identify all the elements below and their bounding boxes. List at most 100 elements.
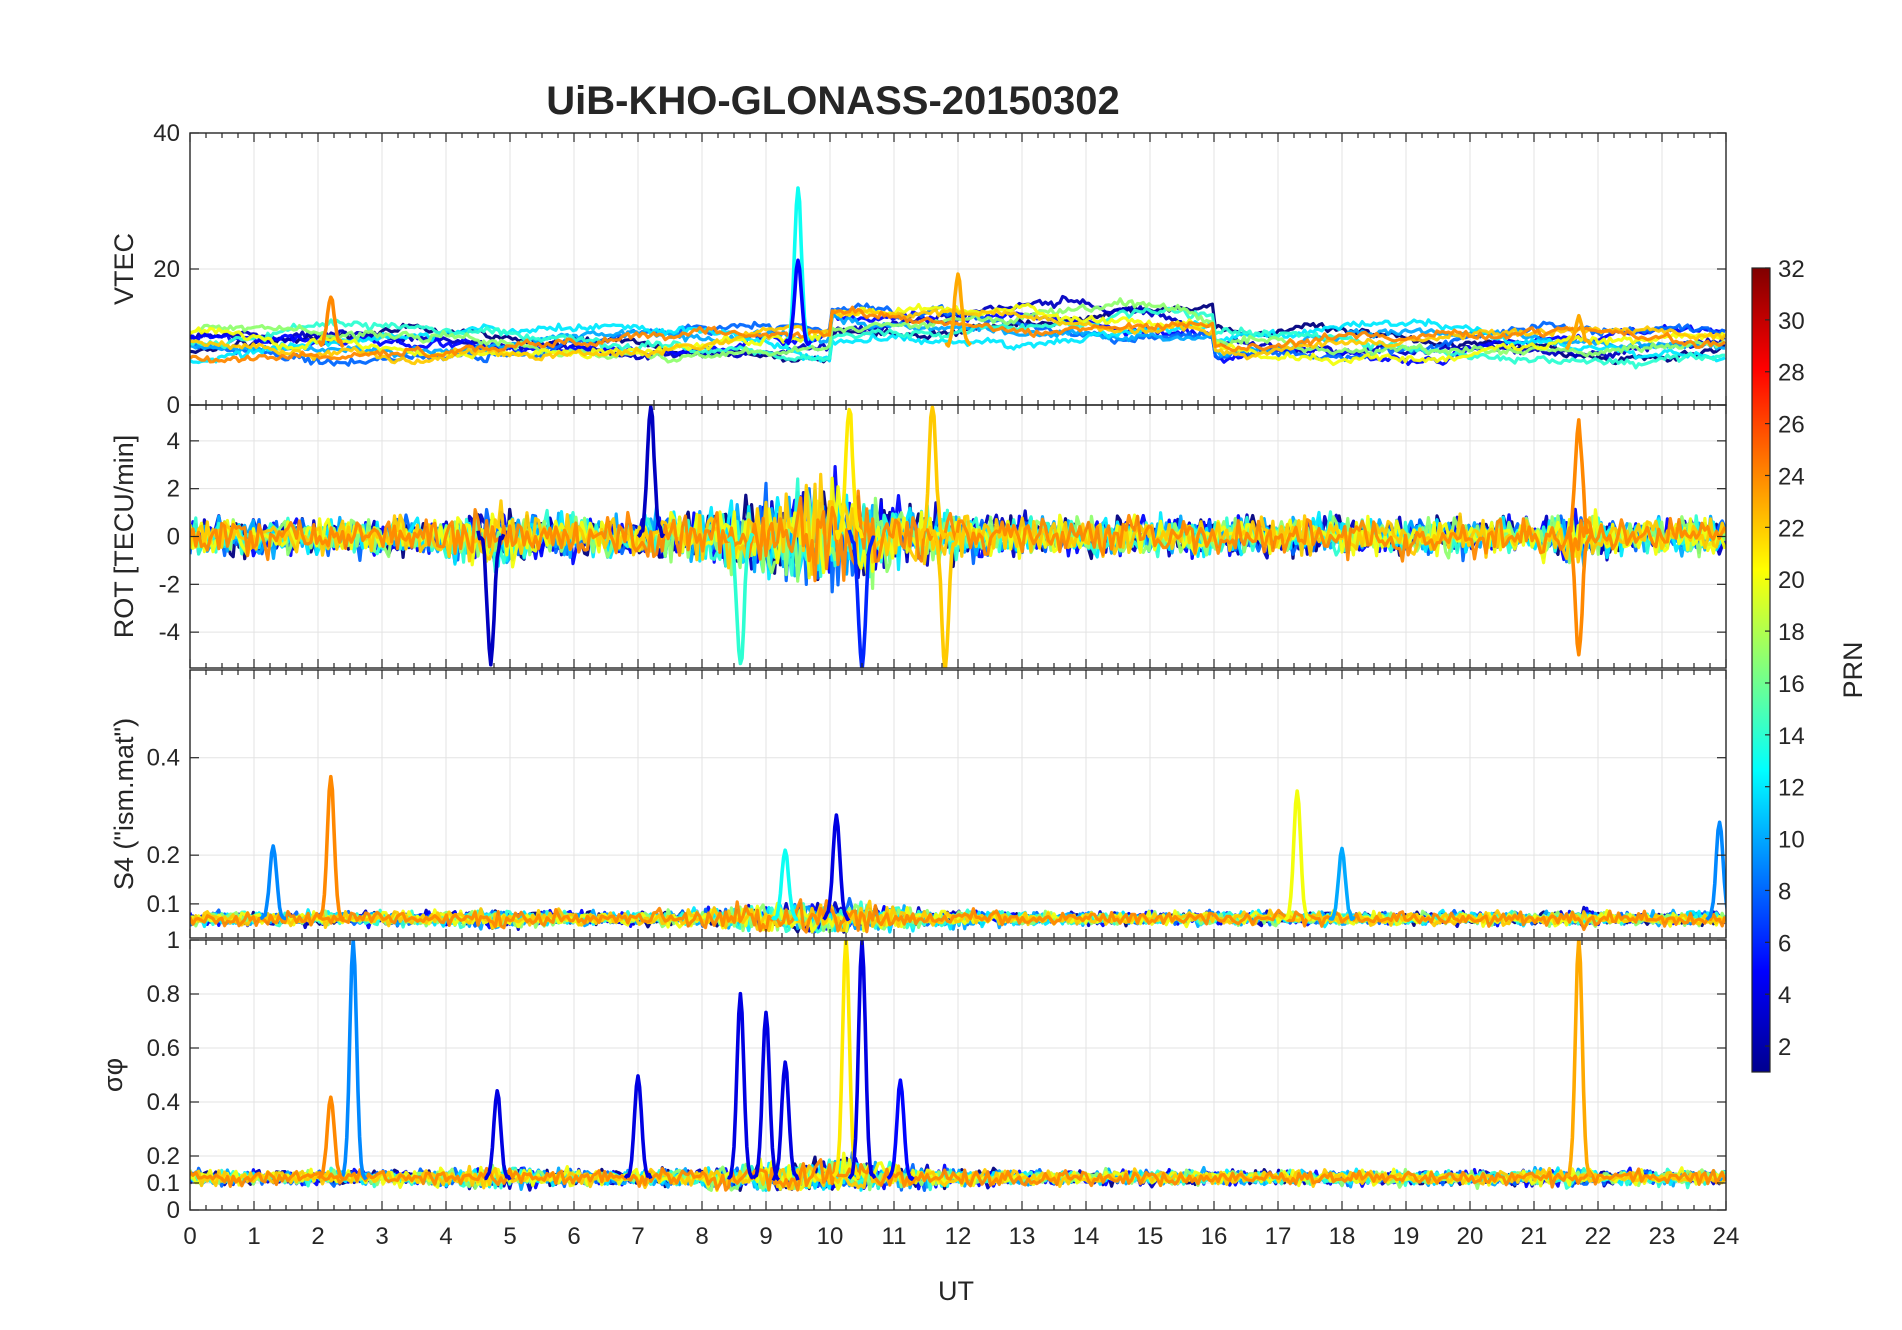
- colorbar-tick-label: 20: [1778, 567, 1805, 594]
- event-spike-sigphi-7: [886, 1078, 915, 1181]
- y-tick-label-vtec: 20: [153, 256, 180, 283]
- y-tick-label-rot: -4: [159, 619, 180, 646]
- event-spike-vtec-3: [317, 295, 345, 348]
- y-tick-label-sigphi: 0: [167, 1197, 180, 1224]
- y-tick-label-sigphi: 0.2: [147, 1143, 180, 1170]
- y-tick-label-rot: 0: [167, 524, 180, 551]
- colorbar-label: PRN: [1838, 641, 1868, 698]
- event-spike-rot-2: [917, 405, 947, 540]
- ticks-vtec: [189, 132, 1727, 406]
- x-tick-label: 1: [247, 1223, 260, 1250]
- x-axis-label: UT: [938, 1276, 974, 1306]
- series-group-vtec: [190, 186, 1726, 370]
- event-spike-rot-5: [636, 405, 666, 539]
- series-group-sigphi: [190, 940, 1726, 1193]
- event-spike-vtec-1: [783, 258, 813, 347]
- event-spike-sigphi-9: [316, 1095, 345, 1181]
- colorbar-tick-label: 12: [1778, 775, 1805, 802]
- event-spike-sigphi-5: [751, 1010, 781, 1182]
- y-tick-label-rot: 4: [167, 428, 180, 455]
- ticks-rot: [189, 405, 1727, 668]
- event-spike-s4-5: [1705, 820, 1726, 921]
- event-spike-sigphi-4: [727, 991, 755, 1180]
- event-spike-sigphi-3: [1565, 940, 1593, 1178]
- x-tick-label: 14: [1073, 1223, 1100, 1250]
- event-spike-rot-8: [476, 530, 506, 667]
- y-axis-label-sigphi: σφ: [98, 1058, 128, 1092]
- colorbar-tick-label: 32: [1778, 256, 1805, 283]
- colorbar-tick-label: 26: [1778, 412, 1805, 439]
- y-tick-label-rot: 2: [167, 476, 180, 503]
- x-tick-label: 9: [759, 1223, 772, 1250]
- y-tick-label-sigphi: 0.6: [147, 1035, 180, 1062]
- grid-s4: [189, 670, 1727, 938]
- y-tick-label-vtec: 0: [167, 392, 180, 419]
- y-axis-label-s4: S4 ("ism.mat"): [109, 718, 139, 890]
- event-spike-s4-0: [317, 774, 345, 921]
- x-tick-label: 19: [1393, 1223, 1420, 1250]
- panel-vtec: 0 20 40 VTEC: [109, 120, 1727, 419]
- colorbar-gradient: [1752, 268, 1770, 1072]
- event-spike-rot-6: [1564, 418, 1594, 540]
- x-tick-label: 20: [1457, 1223, 1484, 1250]
- event-spike-sigphi-0: [338, 940, 368, 1181]
- x-tick-label: 0: [183, 1223, 196, 1250]
- colorbar-frame: [1751, 267, 1771, 1073]
- x-tick-label: 10: [817, 1223, 844, 1250]
- colorbar-tick-label: 16: [1778, 671, 1805, 698]
- x-tick-label: 16: [1201, 1223, 1228, 1250]
- series-line-prn-24: [190, 305, 1726, 364]
- event-spike-s4-6: [770, 848, 799, 922]
- x-tick-label: 17: [1265, 1223, 1292, 1250]
- y-tick-label-sigphi: 0.4: [147, 1089, 180, 1116]
- event-spike-sigphi-10: [484, 1089, 512, 1181]
- x-tick-label: 11: [882, 1223, 907, 1250]
- x-tick-label: 22: [1585, 1223, 1612, 1250]
- y-tick-label-rot: -2: [159, 571, 180, 598]
- chart-title: UiB-KHO-GLONASS-20150302: [546, 79, 1120, 123]
- event-spike-s4-1: [1283, 789, 1312, 921]
- colorbar-tick-label: 6: [1778, 930, 1791, 957]
- y-tick-label-sigphi: 0.8: [147, 981, 180, 1008]
- x-tick-label: 13: [1009, 1223, 1036, 1250]
- ticks-sigphi: [189, 939, 1727, 1211]
- event-spike-sigphi-8: [623, 1074, 653, 1180]
- event-spike-vtec-4: [1564, 313, 1593, 350]
- event-spike-s4-2: [822, 813, 851, 922]
- colorbar-tick-label: 30: [1778, 308, 1805, 335]
- y-axis-label-vtec: VTEC: [109, 233, 139, 305]
- x-tick-label: 8: [695, 1223, 708, 1250]
- event-spike-sigphi-6: [771, 1060, 800, 1181]
- x-tick-label: 7: [631, 1223, 644, 1250]
- colorbar-tick-label: 8: [1778, 878, 1791, 905]
- series-line-prn-14: [190, 306, 1725, 370]
- x-tick-label: 2: [311, 1223, 324, 1250]
- event-spike-rot-0: [834, 407, 864, 540]
- series-group-s4: [190, 774, 1726, 934]
- event-spike-rot-3: [930, 529, 960, 668]
- panel-rot: -4 -2 0 2 4 ROT [TECU/min]: [109, 404, 1727, 669]
- panel-s4: 0.1 0.2 0.4 S4 ("ism.mat"): [109, 669, 1727, 939]
- series-group-rot: [190, 405, 1726, 668]
- event-spike-rot-7: [1565, 532, 1593, 657]
- x-tick-label: 4: [439, 1223, 452, 1250]
- colorbar-tick-label: 2: [1778, 1034, 1791, 1061]
- y-axis-label-rot: ROT [TECU/min]: [109, 435, 139, 639]
- x-tick-label: 12: [945, 1223, 972, 1250]
- event-spike-s4-3: [259, 844, 287, 921]
- x-tick-label: 24: [1713, 1223, 1740, 1250]
- series-line-prn-24: [190, 898, 1726, 934]
- y-tick-label-sigphi: 0.1: [147, 1170, 180, 1197]
- colorbar-tick-label: 22: [1778, 515, 1805, 542]
- x-tick-label: 21: [1521, 1223, 1548, 1250]
- x-tick-label: 5: [503, 1223, 516, 1250]
- colorbar-tick-label: 10: [1778, 827, 1805, 854]
- event-spike-rot-4: [726, 532, 755, 666]
- colorbar-tick-label: 14: [1778, 723, 1805, 750]
- x-tick-label: 3: [375, 1223, 388, 1250]
- y-tick-label-vtec: 40: [153, 120, 180, 147]
- series-line-prn-17: [190, 297, 1726, 364]
- ticks-s4: [189, 670, 1727, 938]
